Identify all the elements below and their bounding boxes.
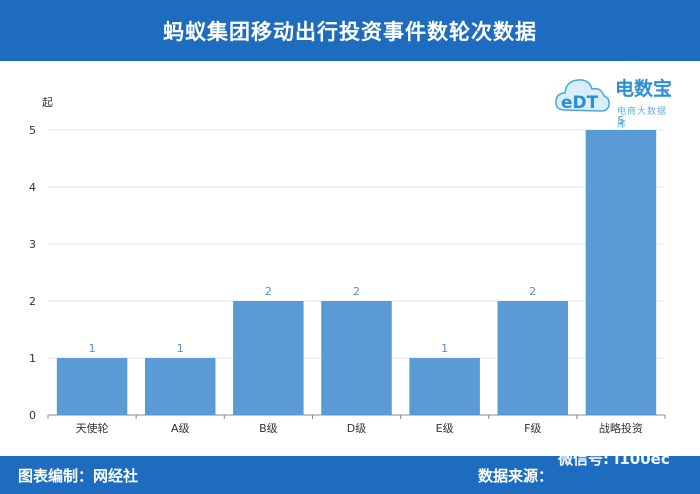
- y-tick-label: 2: [29, 295, 36, 308]
- bar: [321, 301, 392, 415]
- bar: [409, 358, 480, 415]
- y-tick-label: 0: [29, 409, 36, 422]
- footer-credit: 图表编制：网经社: [18, 467, 139, 485]
- x-tick-label: F级: [524, 422, 541, 435]
- data-label: 5: [617, 114, 624, 127]
- bar: [56, 358, 128, 415]
- y-tick-label: 3: [29, 238, 36, 251]
- y-tick-label: 4: [29, 181, 36, 194]
- logo-brand: 电数宝: [615, 78, 673, 100]
- header-bar: 蚂蚁集团移动出行投资事件数轮次数据: [0, 0, 700, 61]
- bar: [497, 301, 569, 415]
- bar: [585, 130, 657, 415]
- x-tick-label: D级: [347, 422, 366, 435]
- data-label: 2: [529, 285, 536, 298]
- y-axis-unit: 起: [42, 96, 53, 109]
- data-label: 1: [89, 342, 96, 355]
- x-tick-label: 天使轮: [76, 421, 109, 435]
- data-label: 1: [441, 342, 448, 355]
- bar: [144, 358, 216, 415]
- logo-mark: eDT: [561, 93, 599, 113]
- x-tick-label: A级: [171, 422, 190, 435]
- footer-source: 数据来源：: [478, 467, 554, 485]
- x-tick-label: B级: [259, 422, 278, 435]
- x-tick-label: 战略投资: [599, 421, 643, 435]
- data-label: 2: [353, 285, 360, 298]
- footer-bar: 图表编制：网经社 数据来源：: [0, 456, 700, 494]
- page-title: 蚂蚁集团移动出行投资事件数轮次数据: [163, 19, 537, 44]
- cloud-icon: eDT: [555, 79, 610, 113]
- logo-tagline: 电商大数据库: [617, 107, 668, 130]
- brand-logo: eDT 电数宝 电商大数据库: [553, 66, 673, 130]
- y-tick-label: 5: [29, 124, 36, 137]
- y-tick-label: 1: [29, 352, 36, 365]
- wechat-watermark: 微信号: i100ec: [558, 450, 670, 468]
- x-tick-label: E级: [436, 422, 454, 435]
- bar-chart: 0 1 2 3 4 5 起 1 天使轮 1 A级 2 B级 2 D级 1 E级 2 F级 5 战略投资: [29, 96, 666, 435]
- data-label: 1: [177, 342, 184, 355]
- data-label: 2: [265, 285, 272, 298]
- bar: [233, 301, 304, 415]
